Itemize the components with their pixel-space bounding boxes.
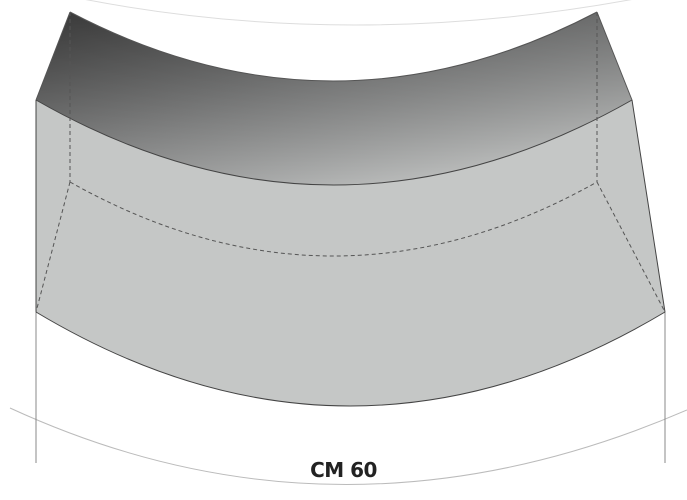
top-back-edge xyxy=(69,11,598,82)
bottom-front-edge xyxy=(35,311,666,407)
top-front-edge xyxy=(35,99,633,186)
hidden-edge-bottom-back xyxy=(69,181,598,257)
hidden-edge-left-diagonal xyxy=(35,181,71,313)
left-top-edge xyxy=(35,11,71,101)
right-front-edge xyxy=(631,99,666,313)
right-top-edge xyxy=(596,11,633,101)
hidden-edge-right-diagonal xyxy=(596,181,666,313)
product-label: CM 60 xyxy=(310,458,377,482)
front-face xyxy=(36,100,665,406)
ground-arc-bottom xyxy=(9,407,687,485)
top-face-shade xyxy=(36,12,632,185)
ground-arc-top xyxy=(85,0,632,26)
